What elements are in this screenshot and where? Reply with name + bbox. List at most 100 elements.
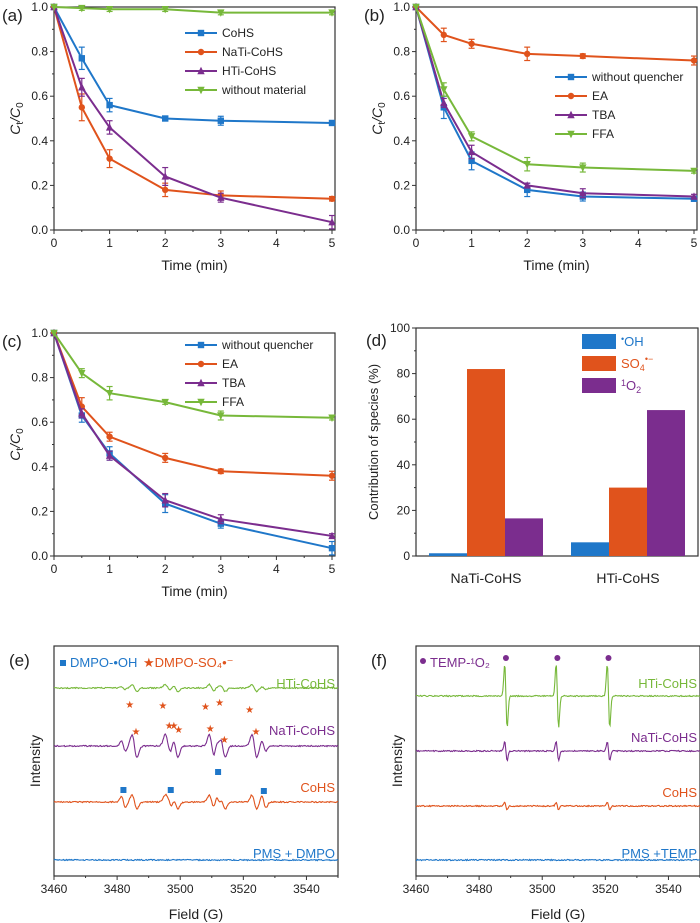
star-marker-icon: ★ [158, 701, 167, 712]
legend-label: without quencher [591, 70, 683, 84]
series-line [53, 6, 333, 200]
legend-label: without quencher [221, 338, 313, 352]
x-tick-label: 3540 [293, 882, 320, 896]
y-tick-label: 20 [397, 503, 411, 517]
x-tick-label: 0 [413, 236, 420, 250]
y-tick-label: 0.0 [393, 223, 410, 237]
spectrum-hti-cohs [53, 683, 338, 693]
x-tick-label: 3460 [403, 882, 430, 896]
marker-triangle-down [50, 329, 58, 338]
peak-marker-icon [605, 655, 612, 661]
star-marker-icon: ★ [251, 727, 260, 738]
panel-label: (f) [371, 651, 387, 670]
marker-triangle-down [78, 369, 86, 378]
y-tick-label: 80 [397, 367, 411, 381]
marker-triangle-up [690, 192, 698, 200]
star-marker-icon: ★ [206, 724, 215, 735]
marker-triangle-up [217, 515, 225, 523]
marker-circle [78, 104, 86, 111]
x-tick-label: 1 [106, 236, 113, 250]
y-tick-label: 0.8 [393, 45, 410, 59]
marker-circle [106, 155, 113, 162]
series-line [53, 332, 333, 419]
marker-circle [524, 50, 531, 58]
marker-triangle-up [440, 98, 448, 107]
marker-triangle-down [217, 9, 225, 17]
marker-triangle-up [328, 217, 336, 226]
x-tick-label: 3 [579, 236, 586, 250]
spectrum-pms-+temp [416, 858, 700, 862]
square-marker-icon [215, 769, 222, 775]
y-axis-label: Ct/C0 [7, 428, 26, 461]
annotation-dmpo-oh: DMPO-•OH [70, 655, 137, 670]
y-axis-label: Ct/C0 [7, 102, 26, 135]
star-marker-icon: ★ [201, 702, 210, 713]
plot-frame [53, 6, 336, 231]
y-tick-label: 60 [397, 412, 411, 426]
series-line [53, 332, 333, 477]
chart-panel-c: 0 1 2 3 4 5 0.0 0.2 0.4 0.6 0.8 1.0 Time (min) (c) wit… [2, 326, 336, 599]
y-tick-label: 1.0 [31, 326, 48, 340]
y-tick-label: 0.6 [393, 89, 410, 103]
x-tick-label: 3520 [592, 882, 619, 896]
series-line [53, 332, 333, 550]
marker-square [197, 29, 205, 37]
marker-triangle-down [50, 3, 58, 12]
marker-triangle-up [217, 193, 225, 201]
star-marker-icon: ★ [165, 721, 174, 732]
x-axis-label: Time (min) [161, 257, 227, 273]
x-tick-label: 0 [51, 236, 58, 250]
series-without-material [50, 3, 336, 17]
legend-item: TBA [555, 108, 615, 122]
series-ffa [412, 3, 698, 176]
star-marker-icon: ★ [220, 735, 229, 746]
series-ffa [50, 329, 336, 422]
peak-marker-icon [554, 655, 561, 661]
marker-square [524, 186, 531, 194]
legend-item: without quencher [555, 70, 683, 84]
panel-label: (a) [2, 6, 23, 25]
x-tick-label: 1 [106, 562, 113, 576]
y-tick-label: 0.4 [31, 134, 48, 148]
series-without-quencher [412, 3, 698, 202]
y-tick-label: 0.4 [31, 460, 48, 474]
marker-square [78, 55, 85, 62]
marker-circle [217, 468, 224, 475]
series-line [415, 6, 695, 198]
legend-label: FFA [592, 127, 614, 141]
spectrum-label: PMS +TEMP [622, 846, 698, 861]
series-ea [412, 3, 698, 66]
legend-label: FFA [222, 395, 244, 409]
x-tick-label: 4 [273, 236, 280, 250]
legend-label: TBA [222, 376, 245, 390]
marker-square [567, 73, 575, 81]
marker-triangle-up [328, 531, 336, 540]
annotation-temp-1o2: TEMP-¹O₂ [430, 655, 490, 670]
star-marker-icon: ★ [245, 705, 254, 716]
star-marker-icon: ★ [132, 727, 141, 738]
series-ea [50, 329, 336, 481]
bar-hti-cohs-1 [609, 487, 647, 556]
marker-triangle-down [567, 130, 575, 139]
legend-item: NaTi-CoHS [185, 45, 283, 59]
marker-triangle-up [523, 181, 531, 189]
legend-label: SO4•− [621, 354, 653, 373]
marker-triangle-down [161, 6, 169, 14]
marker-triangle-up [567, 110, 575, 119]
marker-triangle-down [197, 398, 205, 407]
panel-label: (c) [2, 332, 22, 351]
marker-triangle-down [105, 6, 114, 14]
legend-item: EA [555, 89, 608, 103]
legend-swatch [582, 334, 616, 349]
legend-label: EA [592, 89, 608, 103]
legend-label: NaTi-CoHS [222, 45, 283, 59]
plot-frame [53, 332, 336, 557]
star-marker-icon: ★ [215, 698, 224, 709]
legend-label: 1O2 [621, 378, 641, 395]
chart-panel-e: 3460 3480 3500 3520 3540 Field (G) Intensity (e… [9, 645, 339, 922]
x-tick-label: 3460 [41, 882, 68, 896]
marker-triangle-up [78, 409, 86, 417]
spectrum-pms-+-dmpo [53, 858, 339, 862]
spectrum-cohs [53, 793, 338, 811]
legend-label: EA [222, 357, 238, 371]
